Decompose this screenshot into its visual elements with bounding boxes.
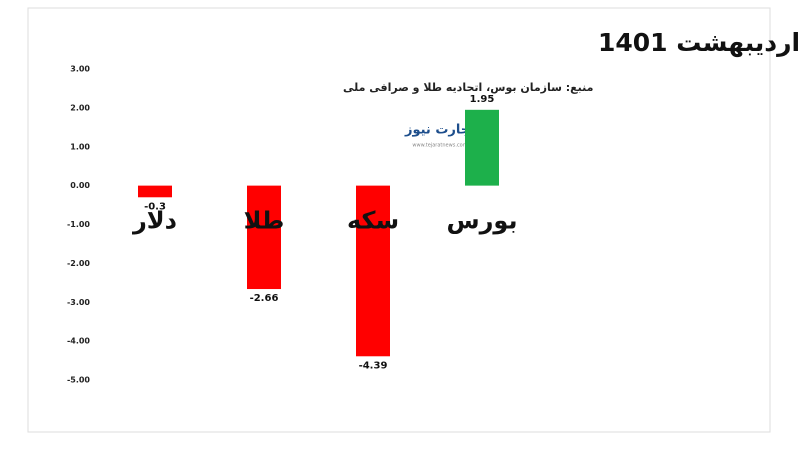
y-tick-label: 2.00: [70, 103, 90, 112]
value-label: -2.66: [250, 293, 279, 304]
chart-subtitle: منبع: سازمان بوس، اتحادیه طلا و صرافی مل…: [343, 81, 593, 94]
logo: تجارت نیوز: [404, 123, 475, 138]
y-tick-label: -4.00: [67, 337, 90, 346]
y-tick-label: -5.00: [67, 376, 90, 385]
bar: [138, 185, 172, 198]
y-tick-label: 1.00: [70, 142, 90, 151]
y-tick-label: -3.00: [67, 298, 90, 307]
y-tick-label: 0.00: [70, 181, 90, 190]
value-label: 1.95: [470, 94, 495, 105]
category-label: سکه: [347, 207, 399, 235]
logo-url: www.tejaratnews.com: [412, 143, 467, 149]
frame: [27, 7, 771, 433]
category-label: بورس: [447, 207, 518, 235]
bar: [247, 185, 281, 290]
bar: [356, 185, 390, 357]
y-tick-label: -1.00: [67, 220, 90, 229]
y-tick-label: -2.00: [67, 259, 90, 268]
category-label: طلا: [244, 207, 285, 235]
bar: [465, 109, 499, 186]
y-tick-label: 3.00: [70, 65, 90, 74]
value-label: -4.39: [359, 360, 388, 371]
chart-title: بازدهی بازارها در هفته چهارم اردیبهشت 14…: [598, 28, 800, 58]
category-label: دلار: [132, 207, 177, 235]
value-label: -0.3: [144, 201, 166, 212]
